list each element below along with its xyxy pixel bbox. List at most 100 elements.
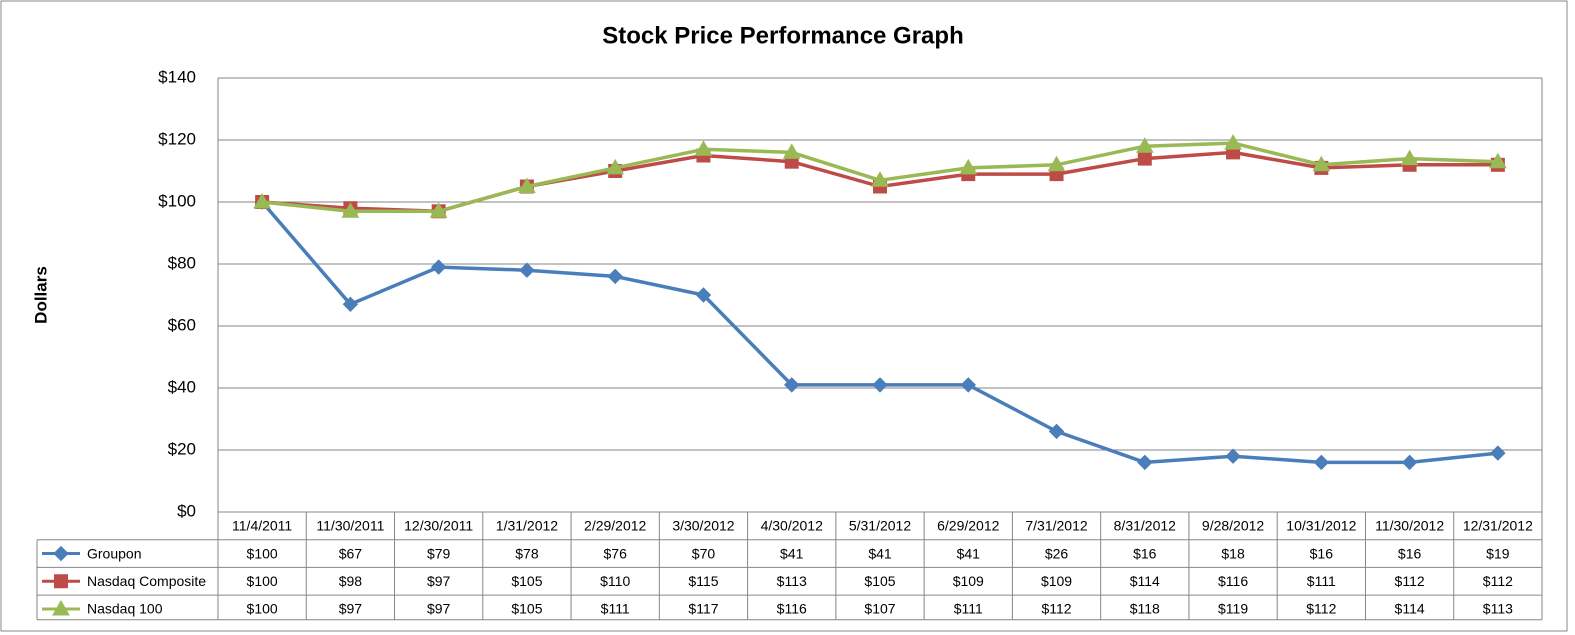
point (1489, 152, 1507, 169)
table-value: $117 (688, 601, 718, 617)
point (607, 268, 623, 285)
table-value: $111 (1307, 573, 1336, 589)
legend-marker (53, 545, 69, 562)
table-value: $76 (604, 545, 628, 561)
y-tick-label: $0 (177, 501, 196, 520)
table-value: $114 (1395, 601, 1425, 617)
table-value: $41 (957, 545, 981, 561)
table-value: $78 (515, 545, 539, 561)
table-value: $100 (247, 545, 278, 561)
point (1313, 454, 1330, 471)
point (1137, 454, 1153, 471)
table-value: $113 (1483, 601, 1513, 617)
point (960, 377, 976, 393)
table-value: $112 (1483, 573, 1513, 589)
table-value: $110 (600, 573, 630, 589)
x-tick-label: 11/4/2011 (232, 518, 292, 534)
point (871, 171, 889, 187)
point (1047, 155, 1066, 172)
y-tick-label: $80 (168, 253, 196, 272)
table-value: $109 (953, 573, 984, 589)
point (872, 377, 888, 393)
point (959, 158, 978, 175)
table-value: $100 (247, 601, 278, 617)
table-value: $67 (339, 545, 363, 561)
point (342, 296, 359, 313)
x-tick-label: 9/28/2012 (1202, 518, 1264, 534)
x-tick-label: 2/29/2012 (584, 518, 646, 534)
point (1312, 155, 1331, 172)
x-tick-label: 7/31/2012 (1025, 518, 1087, 534)
table-value: $70 (692, 545, 716, 561)
y-tick-label: $20 (168, 439, 196, 458)
y-tick-label: $120 (158, 129, 196, 148)
table-value: $112 (1041, 601, 1071, 617)
x-tick-label: 3/30/2012 (672, 518, 734, 534)
table-value: $114 (1130, 573, 1160, 589)
point (1137, 151, 1152, 166)
x-tick-label: 11/30/2011 (316, 518, 384, 534)
table-value: $97 (427, 573, 451, 589)
table-value: $119 (1218, 601, 1248, 617)
table-value: $97 (427, 601, 451, 617)
point (430, 259, 447, 275)
table-value: $105 (511, 573, 542, 589)
y-tick-label: $60 (168, 315, 196, 334)
point (694, 140, 713, 156)
table-value: $19 (1486, 545, 1510, 561)
table-value: $115 (688, 573, 718, 589)
point (1224, 134, 1242, 150)
point (253, 192, 271, 209)
x-tick-label: 12/31/2012 (1463, 518, 1533, 534)
table-value: $98 (339, 573, 363, 589)
table-value: $111 (601, 601, 630, 617)
y-tick-label: $140 (158, 67, 196, 86)
x-tick-label: 10/31/2012 (1286, 518, 1356, 534)
table-value: $26 (1045, 545, 1069, 561)
point (695, 287, 712, 303)
point (1400, 149, 1419, 166)
legend-marker (54, 574, 68, 589)
x-tick-label: 5/31/2012 (849, 518, 911, 534)
table-value: $112 (1395, 573, 1425, 589)
table-value: $116 (1218, 573, 1248, 589)
table-value: $100 (247, 573, 278, 589)
table-value: $41 (868, 545, 892, 561)
table-value: $105 (864, 573, 895, 589)
legend-label: Nasdaq Composite (87, 573, 206, 589)
point (519, 262, 535, 278)
point (341, 202, 360, 218)
table-value: $105 (511, 601, 542, 617)
table-value: $18 (1221, 545, 1245, 561)
table-value: $113 (777, 573, 807, 589)
x-tick-label: 12/30/2011 (404, 518, 473, 534)
point (429, 202, 448, 218)
x-tick-label: 4/30/2012 (761, 518, 823, 534)
table-value: $97 (339, 601, 363, 617)
table-value: $16 (1310, 545, 1334, 561)
table-value: $41 (780, 545, 804, 561)
table-value: $111 (954, 601, 983, 617)
x-tick-label: 1/31/2012 (496, 518, 558, 534)
point (1225, 448, 1241, 464)
y-tick-label: $40 (168, 377, 196, 396)
x-tick-label: 8/31/2012 (1114, 518, 1176, 534)
x-tick-label: 11/30/2012 (1375, 518, 1444, 534)
table-value: $112 (1306, 601, 1336, 617)
point (1490, 445, 1506, 461)
point (606, 158, 625, 175)
table-value: $79 (427, 545, 451, 561)
chart-title: Stock Price Performance Graph (602, 22, 963, 49)
table-value: $118 (1130, 601, 1160, 617)
table-value: $109 (1041, 573, 1072, 589)
y-tick-label: $100 (158, 191, 196, 210)
point (518, 177, 536, 193)
point (1048, 423, 1065, 440)
table-value: $16 (1398, 545, 1422, 561)
y-axis-label: Dollars (31, 266, 50, 324)
point (784, 377, 800, 393)
legend-marker (52, 599, 70, 616)
